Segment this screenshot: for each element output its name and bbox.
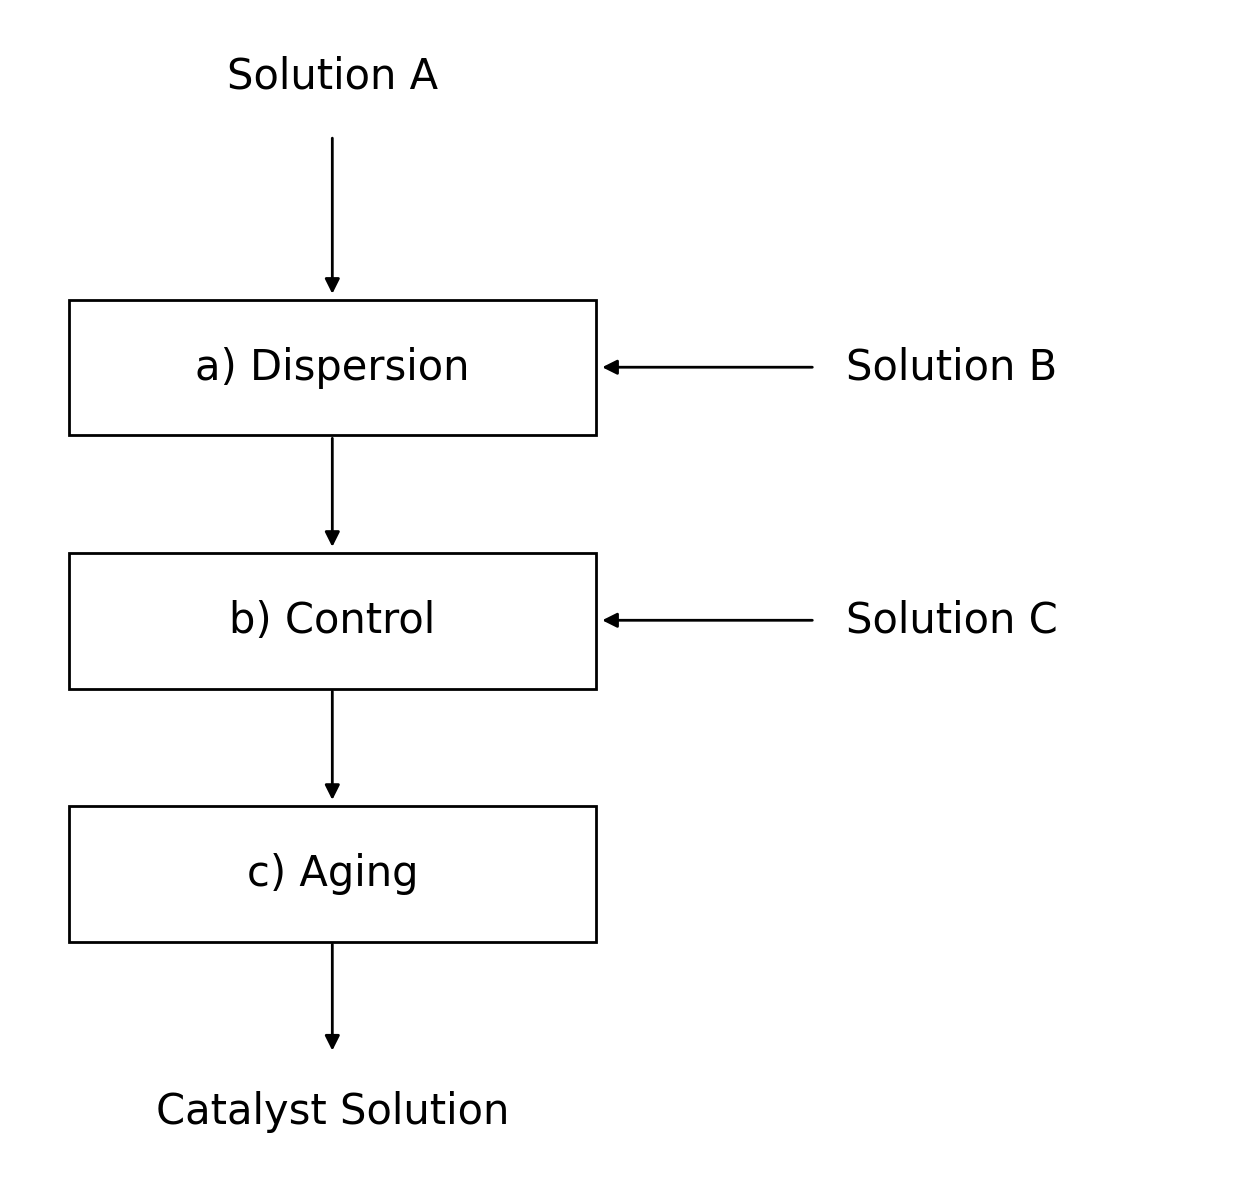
Bar <box>69 300 596 435</box>
Text: Solution A: Solution A <box>227 55 438 98</box>
Text: Catalyst Solution: Catalyst Solution <box>155 1091 509 1133</box>
Text: Solution C: Solution C <box>846 599 1058 641</box>
Bar <box>69 553 596 689</box>
Text: b) Control: b) Control <box>229 600 435 641</box>
Text: c) Aging: c) Aging <box>247 853 418 895</box>
Bar <box>69 806 596 942</box>
Text: Solution B: Solution B <box>846 346 1057 388</box>
Text: a) Dispersion: a) Dispersion <box>196 347 469 388</box>
